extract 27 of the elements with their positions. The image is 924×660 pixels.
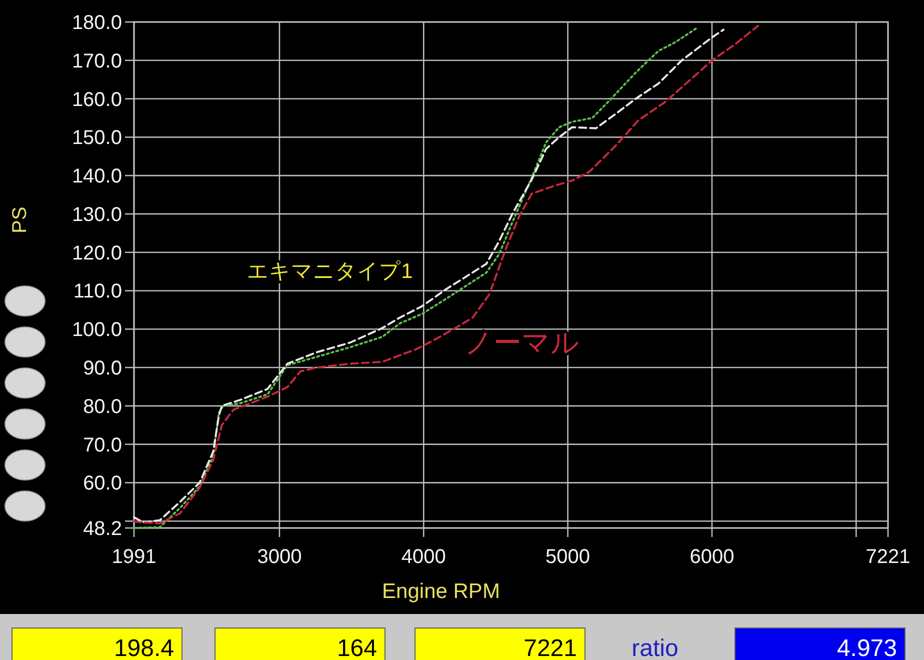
y-tick-label: 90.0 <box>83 358 122 380</box>
y-tick-label: 80.0 <box>83 396 122 418</box>
y-tick-label: 100.0 <box>72 319 122 342</box>
x-tick-label: 7221 <box>866 546 910 568</box>
y-tick-label: 110.0 <box>73 280 122 303</box>
y-tick-label: 70.0 <box>83 434 122 456</box>
x-tick-label: 1991 <box>112 546 156 568</box>
y-tick-label: 170.0 <box>72 50 122 72</box>
y-tick-label: 140.0 <box>72 166 122 188</box>
x-tick-label: 3000 <box>257 546 302 568</box>
y-tick-label: 180.0 <box>72 12 122 34</box>
x-tick-label: 5000 <box>546 546 590 568</box>
y-tick-label: 160.0 <box>72 88 122 111</box>
y-tick-label: 120.0 <box>72 242 122 264</box>
y-tick-label: 60.0 <box>83 472 122 495</box>
text: 7221 <box>524 635 577 660</box>
x-tick-label: 4000 <box>401 546 446 568</box>
x-tick-label: 6000 <box>690 546 734 568</box>
y-axis-title: PS <box>9 206 31 234</box>
y-tick-label: 150.0 <box>72 127 122 150</box>
y-tick-label: 130.0 <box>72 204 122 226</box>
y-tick-label: 48.2 <box>83 518 122 540</box>
text: 198.4 <box>114 635 174 660</box>
text: 164 <box>336 635 377 660</box>
text: 4.973 <box>836 635 897 660</box>
x-axis-title: Engine RPM <box>382 580 500 603</box>
text: ratio <box>632 635 678 660</box>
